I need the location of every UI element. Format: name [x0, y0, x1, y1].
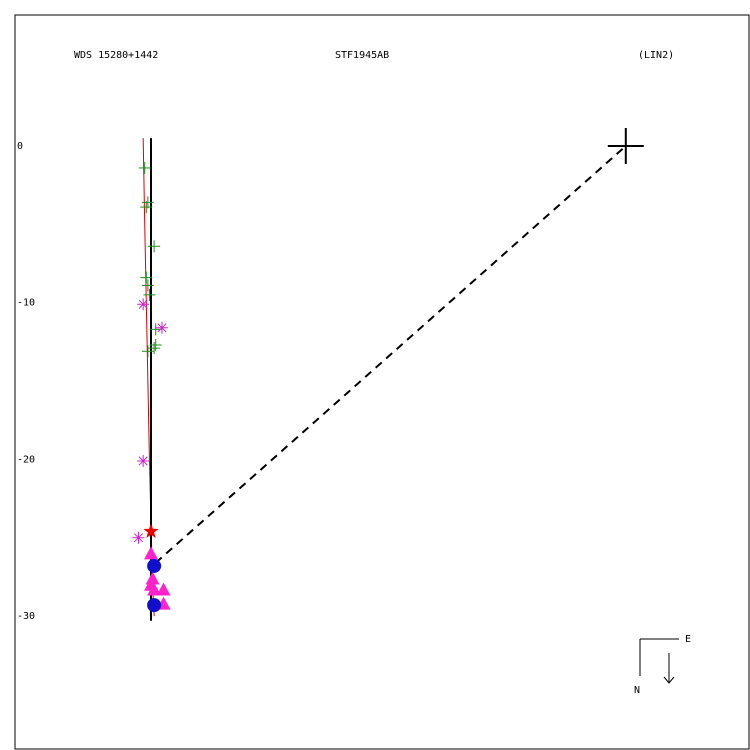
compass-east-label: E	[685, 634, 691, 645]
plus-point	[138, 161, 151, 174]
circle-point	[147, 558, 162, 573]
y-tick-label: -10	[17, 298, 35, 309]
primary-star-layer	[607, 128, 644, 164]
node-line-layer	[155, 145, 627, 564]
star-point	[143, 523, 159, 538]
triangle-point	[147, 582, 162, 596]
plus-point	[140, 201, 153, 214]
plus-point	[148, 342, 161, 355]
plus-point	[148, 240, 161, 253]
plus-point	[141, 196, 154, 209]
motion-arrow-icon	[663, 676, 675, 684]
system-name: STF1945AB	[335, 50, 389, 61]
compass-north-label: N	[634, 685, 640, 696]
y-tick-label: -30	[17, 611, 35, 622]
y-axis-ticks: 0 -10 -20 -30	[17, 141, 35, 622]
triangle-point	[144, 546, 158, 560]
plus-point	[149, 339, 162, 352]
triangle-point	[156, 582, 171, 596]
triangle-point	[145, 571, 160, 585]
plus-point	[141, 279, 154, 292]
predicted-track	[142, 138, 155, 617]
line-of-nodes	[155, 145, 627, 564]
plus-point	[141, 345, 154, 358]
primary-star-icon	[607, 128, 644, 164]
plus-point	[140, 271, 153, 284]
asterisk-point	[137, 454, 150, 467]
y-tick-label: 0	[17, 141, 23, 152]
y-tick-label: -20	[17, 454, 35, 465]
asterisk-point	[137, 298, 150, 311]
plus-point	[143, 288, 156, 301]
asterisk-point	[155, 321, 168, 334]
orbit-reference: (LIN2)	[638, 50, 674, 61]
asterisk-point	[132, 531, 145, 544]
circle-point	[147, 598, 162, 613]
plot-frame	[14, 14, 750, 750]
observation-marks	[132, 161, 171, 613]
orbit-layer	[142, 138, 155, 621]
wds-designation: WDS 15280+1442	[74, 50, 158, 61]
compass-rose: E N	[634, 634, 691, 696]
